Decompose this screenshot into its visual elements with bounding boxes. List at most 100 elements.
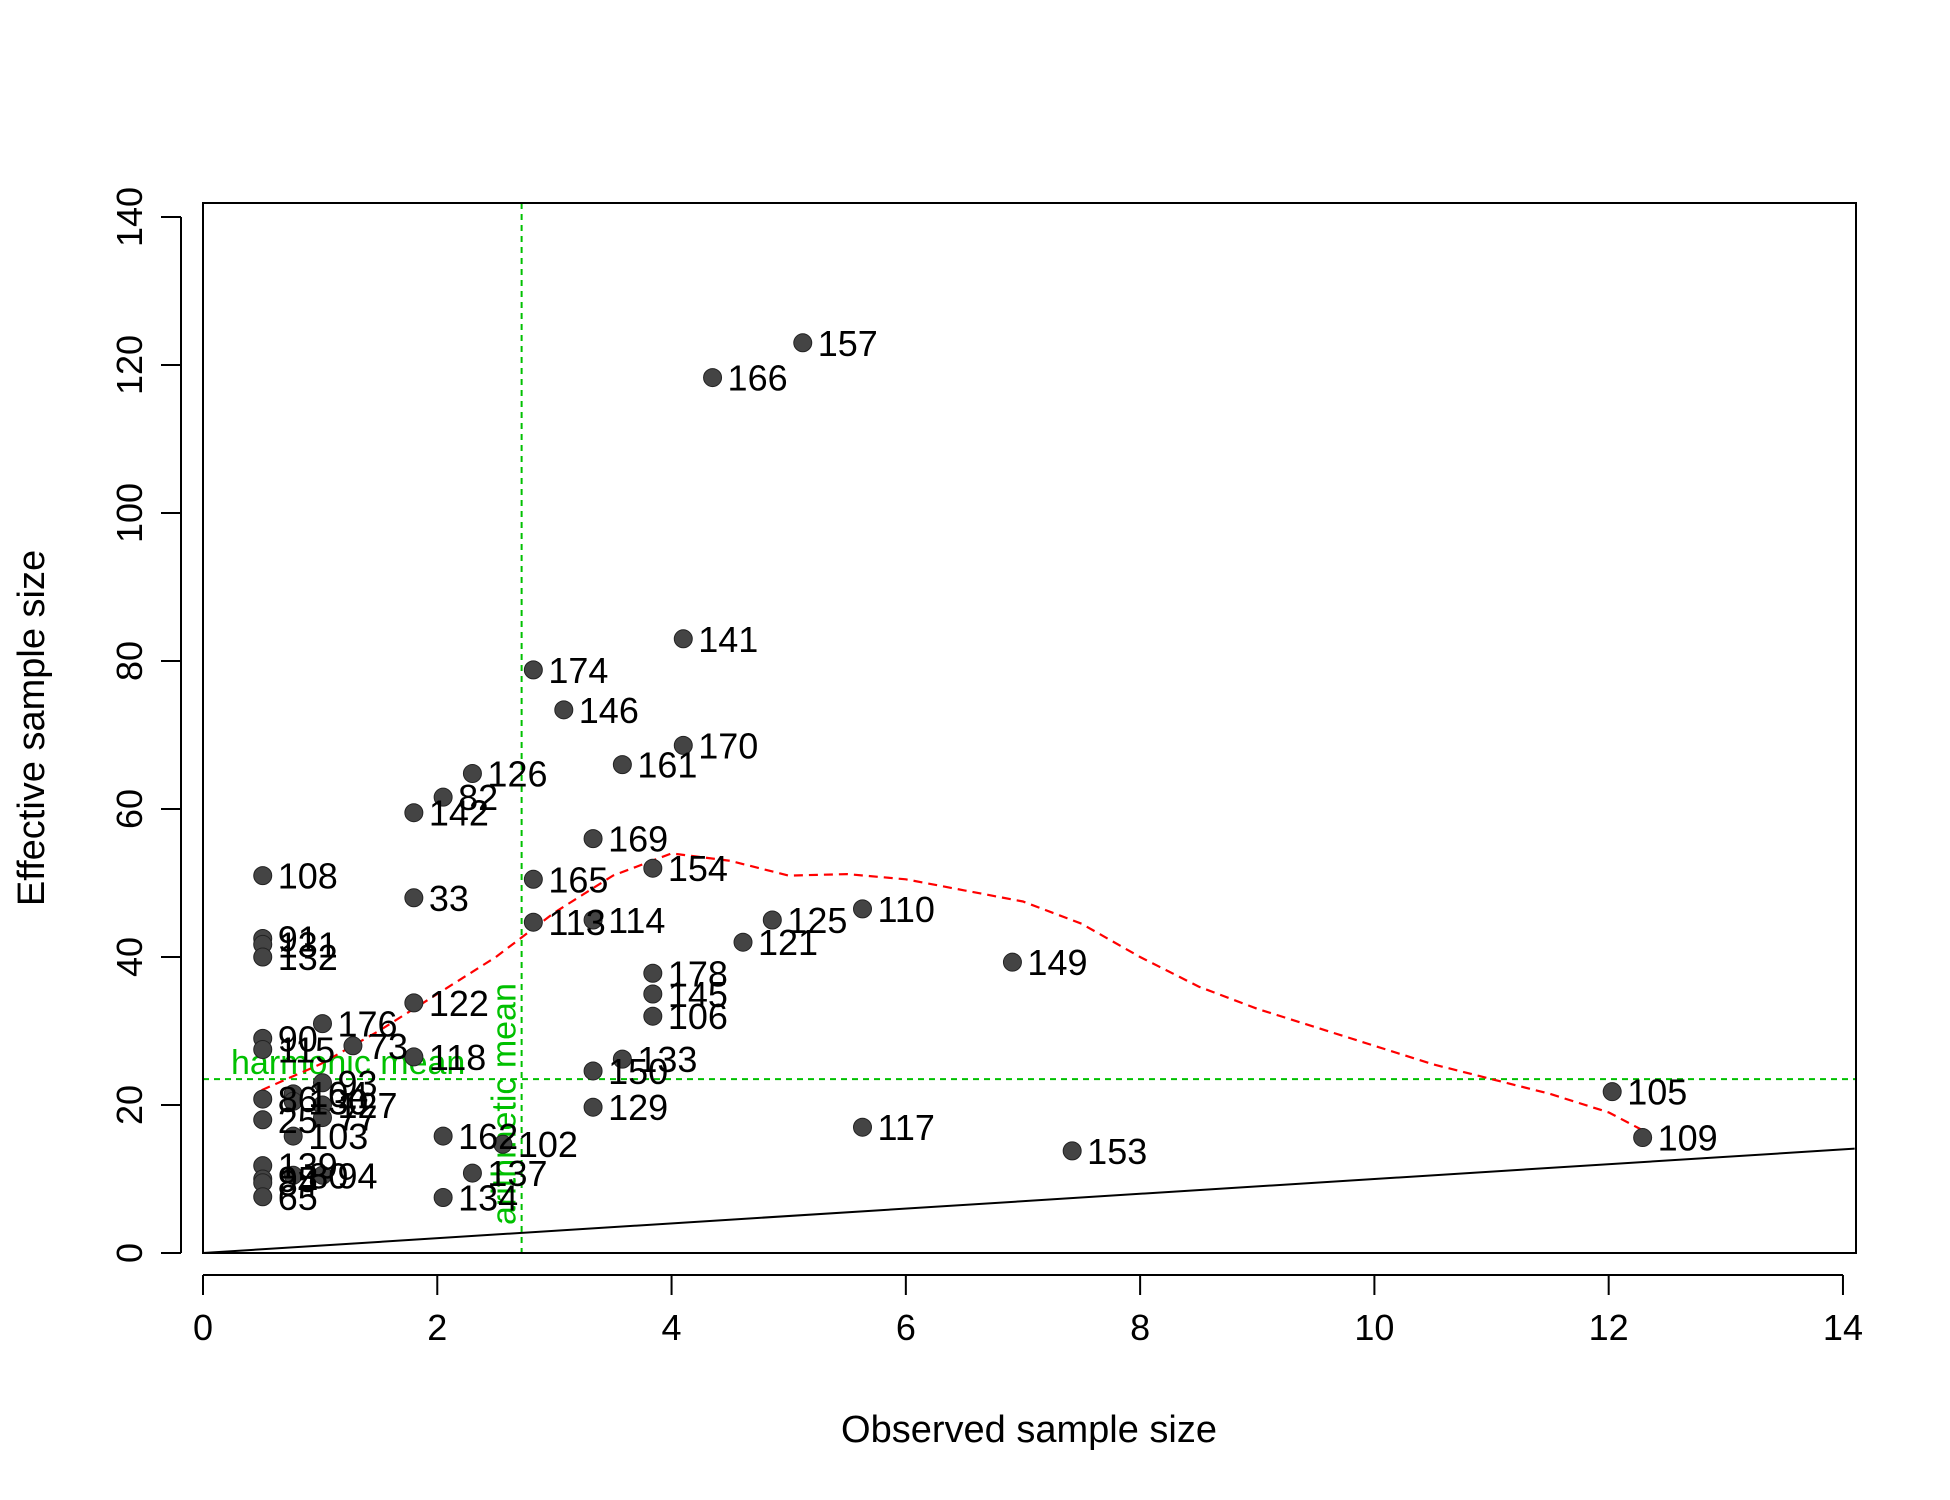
data-point: [1633, 1128, 1653, 1148]
point-label: 162: [458, 1116, 518, 1157]
point-label: 150: [608, 1051, 668, 1092]
y-tick-label: 80: [109, 641, 150, 681]
x-tick-label: 8: [1130, 1307, 1150, 1348]
point-label: 146: [579, 690, 639, 731]
data-point: [1002, 952, 1022, 972]
point-label: 33: [429, 878, 469, 919]
data-point: [404, 803, 424, 823]
y-axis-title: Effective sample size: [11, 550, 53, 906]
plot-frame: [202, 202, 1857, 1254]
data-point: [283, 1126, 303, 1146]
smooth-curve-layer: [261, 852, 1645, 1132]
point-label: 142: [429, 793, 489, 834]
data-point: [643, 963, 663, 983]
data-point: [583, 1061, 603, 1081]
point-label: 95: [278, 1159, 318, 1200]
x-tick-label: 4: [662, 1307, 682, 1348]
data-point: [462, 1163, 482, 1183]
data-point: [462, 763, 482, 783]
point-label: 94: [337, 1155, 377, 1196]
smooth-line: [261, 852, 1645, 1132]
point-label: 153: [1087, 1131, 1147, 1172]
identity-line: [202, 1147, 1855, 1254]
data-point: [583, 910, 603, 930]
point-label: 104: [308, 1074, 368, 1115]
point-label: 110: [877, 889, 934, 930]
point-label: 161: [637, 745, 697, 786]
data-point: [523, 660, 543, 680]
data-point: [283, 1091, 303, 1111]
data-point: [283, 1165, 303, 1185]
y-tick-label: 0: [109, 1243, 150, 1263]
arithmetic-mean-label: arithmetic mean: [486, 983, 524, 1225]
point-label: 109: [1658, 1118, 1718, 1159]
data-point: [852, 899, 872, 919]
point-label: 139: [278, 1146, 338, 1187]
data-point: [523, 869, 543, 889]
data-point: [433, 1126, 453, 1146]
data-point: [673, 735, 693, 755]
point-label: 141: [698, 619, 758, 660]
data-point: [1602, 1082, 1622, 1102]
data-point: [612, 755, 632, 775]
data-point: [404, 1047, 424, 1067]
point-label: 65: [278, 1177, 318, 1218]
point-label: 90: [278, 1018, 318, 1059]
point-label: 178: [668, 953, 728, 994]
point-label: 121: [758, 922, 818, 963]
point-label: 84: [278, 1163, 318, 1204]
data-point: [404, 888, 424, 908]
data-point: [762, 910, 782, 930]
data-point: [583, 1097, 603, 1117]
point-label: 133: [637, 1039, 697, 1080]
data-point: [643, 984, 663, 1004]
point-label: 113: [548, 902, 605, 943]
point-label: 86: [278, 1079, 318, 1120]
data-point: [312, 1108, 332, 1128]
data-point: [493, 1134, 513, 1154]
y-tick-label: 20: [109, 1085, 150, 1125]
point-label: 91: [278, 919, 318, 960]
point-label: 176: [337, 1004, 397, 1045]
point-label: 131: [278, 924, 338, 965]
point-label: 82: [458, 777, 498, 818]
data-point: [793, 333, 813, 353]
data-point: [253, 947, 273, 967]
point-label: 117: [877, 1107, 934, 1148]
data-point: [343, 1036, 363, 1056]
x-axis-title: Observed sample size: [841, 1409, 1217, 1451]
identity-line-layer: [202, 1147, 1855, 1254]
data-point: [703, 368, 723, 388]
point-label: 118: [429, 1037, 486, 1078]
point-label: 165: [548, 859, 608, 900]
point-label: 130: [308, 1081, 368, 1122]
data-point: [1062, 1141, 1082, 1161]
data-point: [643, 1006, 663, 1026]
point-label: 25: [278, 1100, 318, 1141]
reference-lines: harmonic mean arithmetic mean: [203, 203, 1856, 1253]
y-tick-label: 100: [109, 483, 150, 543]
point-label: 154: [668, 848, 728, 889]
data-point: [253, 866, 273, 886]
point-label: 108: [278, 856, 338, 897]
x-tick-label: 2: [427, 1307, 447, 1348]
point-label: 125: [787, 900, 847, 941]
y-tick-label: 40: [109, 937, 150, 977]
data-point: [253, 1110, 273, 1130]
data-point: [253, 1089, 273, 1109]
point-label: 149: [1027, 942, 1087, 983]
point-label: 174: [548, 650, 608, 691]
point-label: 106: [668, 996, 728, 1037]
point-label: 170: [698, 725, 758, 766]
data-point: [523, 912, 543, 932]
data-point: [433, 1188, 453, 1207]
data-point: [253, 1040, 273, 1059]
point-label: 73: [368, 1026, 408, 1067]
point-label: 129: [608, 1087, 668, 1128]
point-label: 137: [487, 1153, 547, 1194]
point-label: 115: [278, 1030, 335, 1071]
point-label: 132: [278, 937, 338, 978]
